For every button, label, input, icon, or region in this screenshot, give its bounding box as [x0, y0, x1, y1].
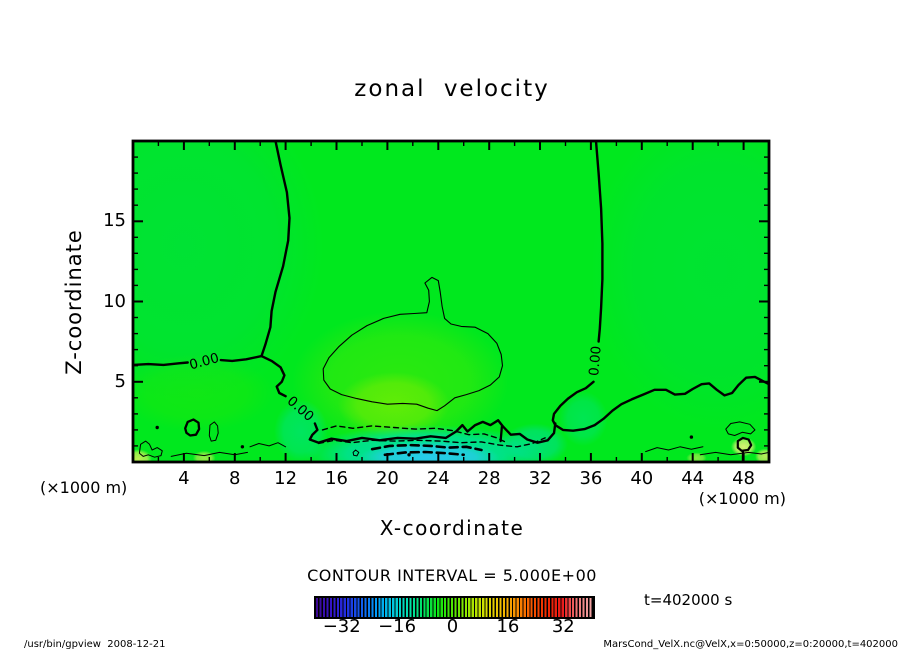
x-tick-label: 28: [477, 468, 501, 489]
x-tick-label: 40: [630, 468, 654, 489]
x-tick-label: 32: [528, 468, 552, 489]
svg-text:0.00: 0.00: [586, 345, 605, 376]
y-axis-label: Z-coordinate: [62, 229, 86, 375]
contour-plot-svg: 0.000.000.00: [131, 139, 771, 464]
colorbar-tick-label: 32: [551, 616, 575, 637]
colorbar-tick-label: 0: [446, 616, 459, 637]
y-tick-label: 5: [114, 370, 126, 392]
contour-interval-text: CONTOUR INTERVAL = 5.000E+00: [307, 566, 597, 585]
x-tick-label: 16: [325, 468, 348, 489]
x-tick-label: 20: [375, 468, 399, 489]
footer-command: /usr/bin/gpview 2008-12-21: [24, 639, 166, 650]
x-tick-label: 4: [178, 468, 190, 489]
time-label: t=402000 s: [644, 591, 733, 609]
colorbar-segments: [316, 598, 593, 617]
x-tick-label: 8: [229, 468, 241, 489]
x-tick-label: 24: [426, 468, 450, 489]
x-axis-unit: (×1000 m): [698, 489, 786, 508]
x-tick-label: 12: [274, 468, 298, 489]
x-tick-label: 36: [579, 468, 603, 489]
y-axis-unit: (×1000 m): [40, 478, 128, 497]
y-tick-label: 15: [103, 210, 126, 232]
svg-text:0.00: 0.00: [188, 350, 221, 373]
chart-title: zonal velocity: [354, 76, 550, 102]
colorbar-tick-label: −16: [378, 616, 417, 637]
x-tick-label: 44: [681, 468, 705, 489]
colorbar-tick-label: 16: [496, 616, 520, 637]
colorbar-tick-label: −32: [322, 616, 361, 637]
colorbar: [314, 596, 595, 619]
x-tick-label: 48: [732, 468, 755, 489]
y-tick-label: 10: [103, 290, 126, 312]
plot-frame: 0.00 0.00 0.00: [131, 139, 773, 466]
x-axis-label: X-coordinate: [379, 516, 525, 540]
footer-dataset: MarsCond_VelX.nc@VelX,x=0:50000,z=0:2000…: [603, 639, 898, 650]
